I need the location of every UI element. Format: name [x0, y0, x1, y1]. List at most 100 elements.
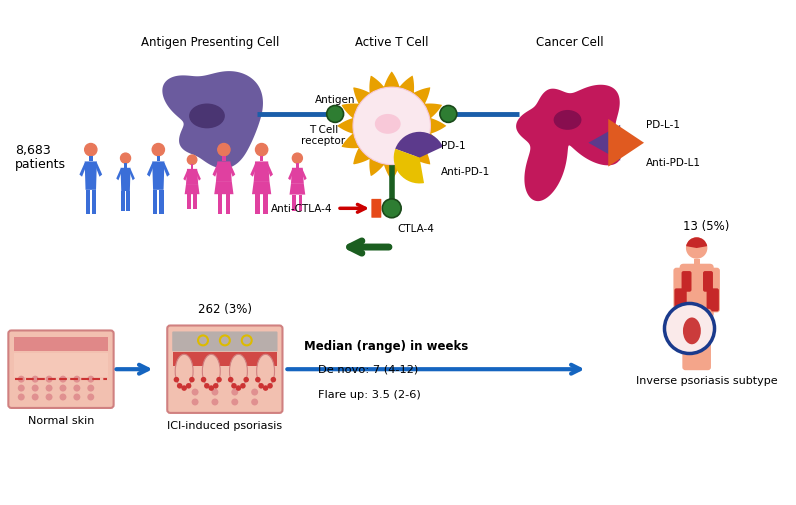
- Polygon shape: [254, 162, 270, 182]
- Circle shape: [326, 106, 344, 123]
- Circle shape: [217, 377, 222, 383]
- FancyBboxPatch shape: [694, 326, 711, 371]
- Circle shape: [88, 394, 94, 400]
- Circle shape: [271, 377, 276, 383]
- Circle shape: [152, 144, 165, 157]
- Circle shape: [88, 376, 94, 383]
- Polygon shape: [147, 164, 154, 177]
- Ellipse shape: [683, 318, 700, 344]
- Polygon shape: [228, 164, 236, 177]
- Polygon shape: [89, 157, 92, 162]
- Circle shape: [252, 389, 258, 396]
- Text: Antigen: Antigen: [315, 95, 355, 105]
- Circle shape: [60, 376, 66, 383]
- Circle shape: [73, 394, 80, 400]
- Polygon shape: [92, 190, 96, 215]
- Text: Active T Cell: Active T Cell: [355, 36, 428, 49]
- Circle shape: [201, 377, 206, 383]
- Text: Inverse psoriasis subtype: Inverse psoriasis subtype: [636, 375, 778, 385]
- FancyBboxPatch shape: [680, 264, 714, 318]
- FancyBboxPatch shape: [681, 309, 712, 332]
- Circle shape: [255, 377, 260, 383]
- Polygon shape: [152, 162, 165, 190]
- Ellipse shape: [375, 115, 400, 134]
- Circle shape: [686, 238, 708, 259]
- FancyBboxPatch shape: [674, 289, 687, 312]
- Polygon shape: [225, 195, 230, 215]
- Text: 262 (3%): 262 (3%): [198, 302, 252, 315]
- Ellipse shape: [554, 111, 581, 131]
- Polygon shape: [187, 195, 191, 210]
- Polygon shape: [185, 185, 200, 195]
- Text: patients: patients: [15, 157, 66, 170]
- FancyBboxPatch shape: [172, 332, 278, 351]
- Polygon shape: [159, 190, 163, 215]
- Polygon shape: [338, 72, 447, 181]
- Ellipse shape: [256, 355, 275, 388]
- Circle shape: [252, 399, 258, 406]
- Circle shape: [382, 199, 401, 218]
- Polygon shape: [95, 164, 102, 177]
- Circle shape: [32, 394, 39, 400]
- Circle shape: [192, 389, 198, 396]
- FancyBboxPatch shape: [682, 326, 699, 371]
- Circle shape: [209, 385, 214, 391]
- Text: 13 (5%): 13 (5%): [684, 220, 730, 232]
- Polygon shape: [124, 164, 127, 169]
- Circle shape: [84, 144, 97, 157]
- Polygon shape: [193, 195, 197, 210]
- Circle shape: [267, 383, 273, 389]
- Circle shape: [244, 377, 249, 383]
- Ellipse shape: [189, 105, 224, 129]
- Polygon shape: [80, 164, 87, 177]
- Text: Median (range) in weeks: Median (range) in weeks: [304, 340, 469, 352]
- Text: Normal skin: Normal skin: [28, 415, 94, 425]
- Circle shape: [177, 383, 182, 389]
- Text: T Cell
receptor: T Cell receptor: [301, 125, 345, 146]
- Circle shape: [73, 376, 80, 383]
- Circle shape: [192, 399, 198, 406]
- Polygon shape: [693, 259, 700, 268]
- Polygon shape: [250, 164, 258, 177]
- Text: Antigen Presenting Cell: Antigen Presenting Cell: [141, 36, 279, 49]
- Circle shape: [18, 394, 25, 400]
- Circle shape: [236, 385, 241, 391]
- Circle shape: [665, 304, 715, 354]
- Polygon shape: [191, 165, 193, 170]
- Polygon shape: [84, 162, 97, 190]
- Polygon shape: [290, 184, 305, 195]
- Circle shape: [440, 106, 457, 123]
- Polygon shape: [291, 169, 304, 184]
- Circle shape: [174, 377, 179, 383]
- Ellipse shape: [202, 355, 220, 388]
- Text: PD-1: PD-1: [442, 140, 466, 150]
- Circle shape: [256, 144, 267, 157]
- Wedge shape: [686, 238, 707, 248]
- Circle shape: [18, 385, 25, 392]
- Circle shape: [353, 88, 431, 165]
- Polygon shape: [162, 164, 170, 177]
- Circle shape: [32, 385, 39, 392]
- FancyBboxPatch shape: [174, 352, 276, 367]
- Wedge shape: [396, 132, 443, 159]
- Circle shape: [292, 154, 302, 164]
- Circle shape: [240, 383, 246, 389]
- Polygon shape: [127, 191, 130, 211]
- Circle shape: [88, 385, 94, 392]
- Circle shape: [73, 385, 80, 392]
- Circle shape: [181, 385, 187, 391]
- Circle shape: [212, 399, 218, 406]
- Circle shape: [228, 377, 233, 383]
- Text: Anti-CTLA-4: Anti-CTLA-4: [271, 204, 332, 214]
- FancyBboxPatch shape: [703, 272, 713, 292]
- Circle shape: [263, 385, 268, 391]
- Polygon shape: [116, 170, 123, 181]
- Text: Flare up: 3.5 (2-6): Flare up: 3.5 (2-6): [318, 389, 421, 399]
- Circle shape: [212, 389, 218, 396]
- Text: CTLA-4: CTLA-4: [398, 224, 435, 234]
- Circle shape: [60, 385, 66, 392]
- Polygon shape: [216, 162, 232, 182]
- Polygon shape: [85, 190, 90, 215]
- Circle shape: [259, 383, 264, 389]
- Polygon shape: [162, 72, 263, 169]
